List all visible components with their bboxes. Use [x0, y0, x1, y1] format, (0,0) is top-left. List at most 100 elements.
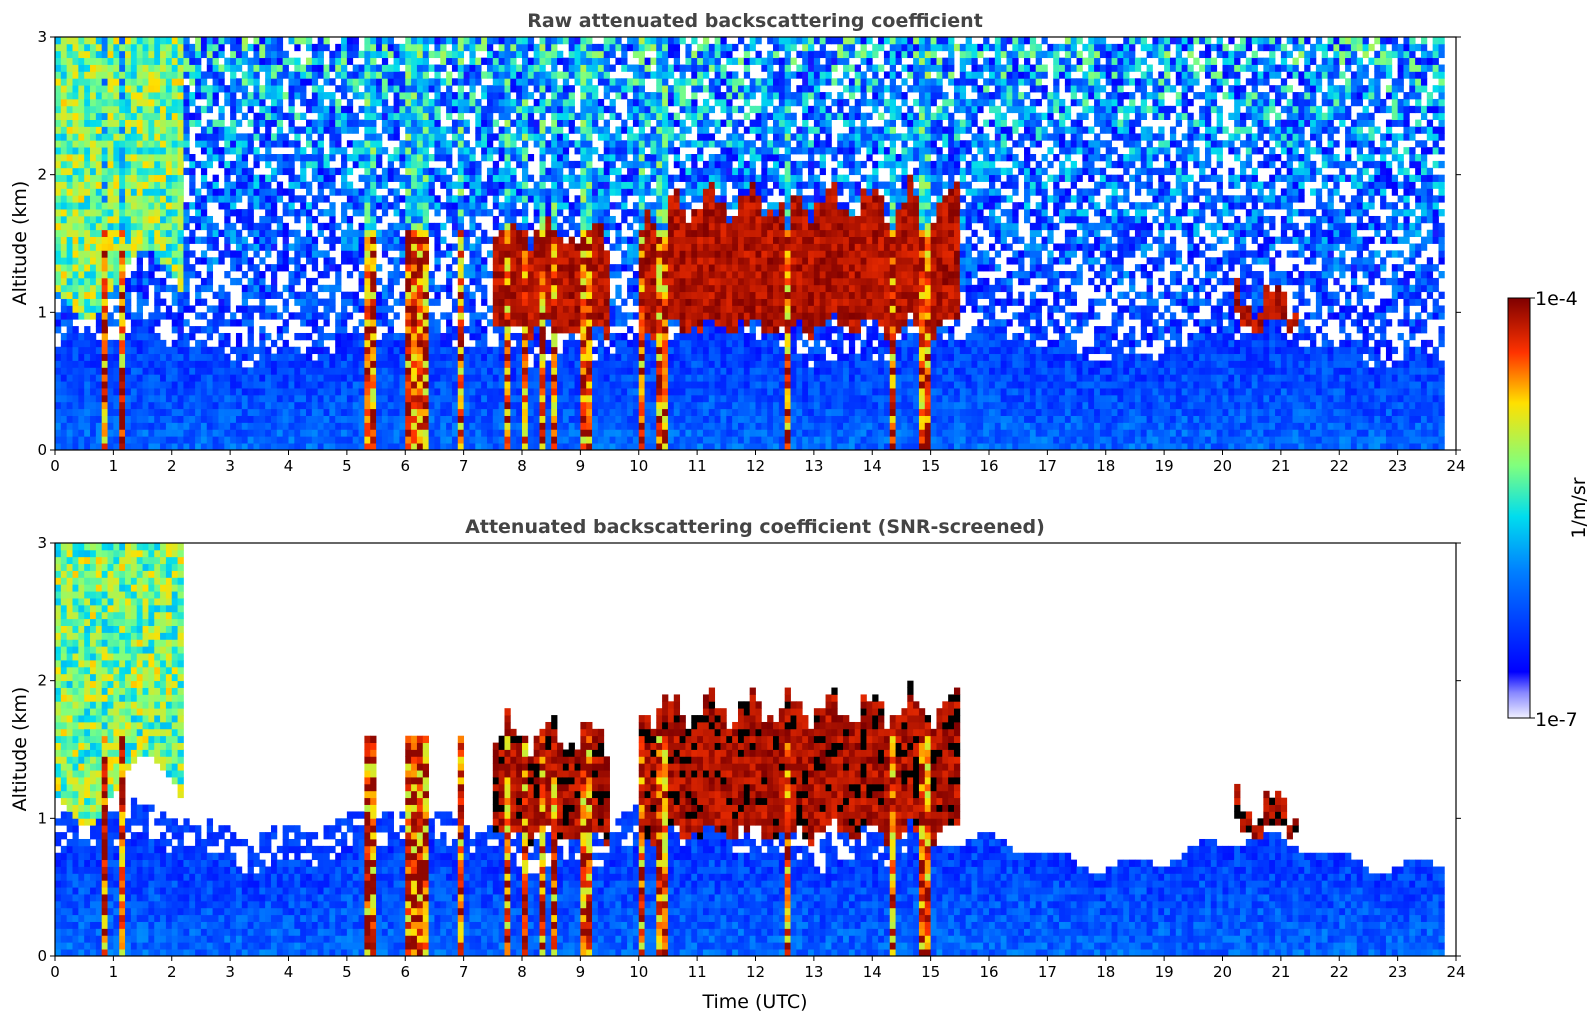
- heatmap-cell: [352, 291, 359, 299]
- heatmap-cell: [551, 408, 558, 416]
- heatmap-cell: [276, 43, 284, 52]
- heatmap-cell: [282, 229, 289, 238]
- heatmap-cell: [206, 277, 214, 286]
- heatmap-cell: [230, 429, 237, 437]
- heatmap-cell: [55, 346, 62, 355]
- heatmap-cell: [72, 291, 79, 299]
- heatmap-cell: [533, 98, 540, 107]
- heatmap-cell: [498, 429, 505, 437]
- heatmap-cell: [463, 305, 470, 313]
- heatmap-cell: [294, 298, 301, 306]
- heatmap-cell: [101, 112, 108, 120]
- heatmap-cell: [165, 243, 173, 251]
- heatmap-cell: [416, 188, 424, 196]
- heatmap-cell: [160, 112, 167, 120]
- heatmap-cell: [481, 105, 488, 114]
- heatmap-cell: [580, 422, 587, 430]
- heatmap-cell: [586, 305, 593, 313]
- heatmap-cell: [142, 291, 149, 299]
- heatmap-cell: [399, 243, 406, 251]
- heatmap-cell: [335, 388, 342, 396]
- heatmap-cell: [177, 236, 184, 244]
- heatmap-cell: [195, 401, 202, 410]
- heatmap-cell: [300, 112, 307, 120]
- heatmap-cell: [387, 346, 394, 355]
- heatmap-cell: [492, 236, 500, 244]
- heatmap-cell: [60, 50, 68, 59]
- heatmap-cell: [224, 236, 231, 244]
- heatmap-cell: [282, 408, 289, 416]
- heatmap-cell: [358, 50, 365, 59]
- heatmap-cell: [224, 291, 231, 299]
- heatmap-cell: [504, 119, 511, 127]
- heatmap-cell: [224, 229, 231, 238]
- heatmap-cell: [306, 64, 313, 72]
- heatmap-cell: [329, 374, 336, 382]
- heatmap-cell: [148, 326, 155, 334]
- heatmap-cell: [545, 250, 552, 258]
- heatmap-cell: [160, 250, 167, 258]
- heatmap-cell: [311, 422, 319, 430]
- heatmap-cell: [527, 284, 535, 293]
- heatmap-cell: [533, 353, 540, 361]
- heatmap-cell: [346, 85, 354, 93]
- heatmap-cell: [574, 326, 581, 334]
- heatmap-cell: [119, 264, 126, 272]
- heatmap-cell: [247, 71, 254, 79]
- heatmap-cell: [364, 429, 371, 437]
- heatmap-cell: [381, 112, 389, 120]
- heatmap-cell: [370, 326, 377, 334]
- heatmap-cell: [270, 291, 278, 299]
- heatmap-cell: [101, 188, 108, 196]
- heatmap-cell: [603, 298, 610, 306]
- heatmap-cell: [341, 188, 348, 196]
- heatmap-cell: [171, 140, 178, 148]
- heatmap-cell: [154, 57, 161, 65]
- heatmap-cell: [311, 236, 319, 244]
- heatmap-cell: [387, 436, 394, 444]
- heatmap-cell: [212, 147, 219, 155]
- heatmap-cell: [265, 443, 272, 450]
- heatmap-cell: [294, 271, 301, 279]
- heatmap-cell: [154, 98, 161, 107]
- heatmap-cell: [195, 257, 202, 265]
- heatmap-cell: [317, 429, 324, 437]
- heatmap-cell: [533, 339, 540, 348]
- heatmap-cell: [539, 401, 546, 410]
- heatmap-cell: [341, 332, 348, 341]
- heatmap-cell: [463, 202, 470, 210]
- heatmap-cell: [516, 229, 523, 238]
- heatmap-cell: [177, 119, 184, 127]
- heatmap-cell: [592, 436, 599, 444]
- heatmap-cell: [160, 408, 167, 416]
- heatmap-cell: [55, 105, 62, 114]
- heatmap-cell: [586, 215, 593, 224]
- heatmap-cell: [253, 85, 260, 93]
- heatmap-cell: [265, 209, 272, 217]
- heatmap-cell: [177, 50, 184, 59]
- heatmap-cell: [603, 92, 610, 100]
- heatmap-cell: [148, 429, 155, 437]
- heatmap-cell: [341, 112, 348, 120]
- heatmap-cell: [119, 277, 126, 286]
- heatmap-cell: [510, 236, 517, 244]
- heatmap-cell: [352, 236, 359, 244]
- heatmap-cell: [358, 429, 365, 437]
- heatmap-cell: [317, 408, 324, 416]
- heatmap-cell: [95, 367, 103, 375]
- heatmap-cell: [498, 243, 505, 251]
- heatmap-cell: [539, 174, 546, 182]
- heatmap-cell: [206, 415, 214, 423]
- heatmap-cell: [568, 422, 575, 430]
- heatmap-cell: [95, 422, 103, 430]
- heatmap-cell: [545, 271, 552, 279]
- heatmap-cell: [253, 429, 260, 437]
- heatmap-cell: [370, 353, 377, 361]
- heatmap-cell: [428, 401, 435, 410]
- heatmap-cell: [218, 188, 225, 196]
- heatmap-cell: [288, 71, 295, 79]
- heatmap-cell: [545, 401, 552, 410]
- heatmap-cell: [282, 319, 289, 327]
- heatmap-cell: [510, 147, 517, 155]
- heatmap-cell: [533, 388, 540, 396]
